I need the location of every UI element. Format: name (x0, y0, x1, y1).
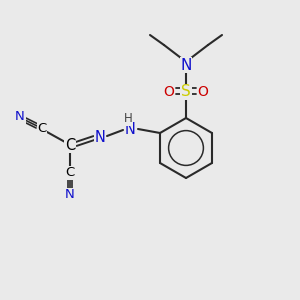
Text: N: N (124, 122, 136, 136)
Text: N: N (15, 110, 25, 124)
Text: N: N (180, 58, 192, 73)
Text: N: N (65, 188, 75, 202)
Text: S: S (181, 85, 191, 100)
Text: H: H (124, 112, 132, 125)
Text: C: C (65, 137, 75, 152)
Text: O: O (164, 85, 174, 99)
Text: O: O (198, 85, 208, 99)
Text: C: C (38, 122, 46, 136)
Text: C: C (65, 167, 75, 179)
Text: N: N (94, 130, 106, 145)
